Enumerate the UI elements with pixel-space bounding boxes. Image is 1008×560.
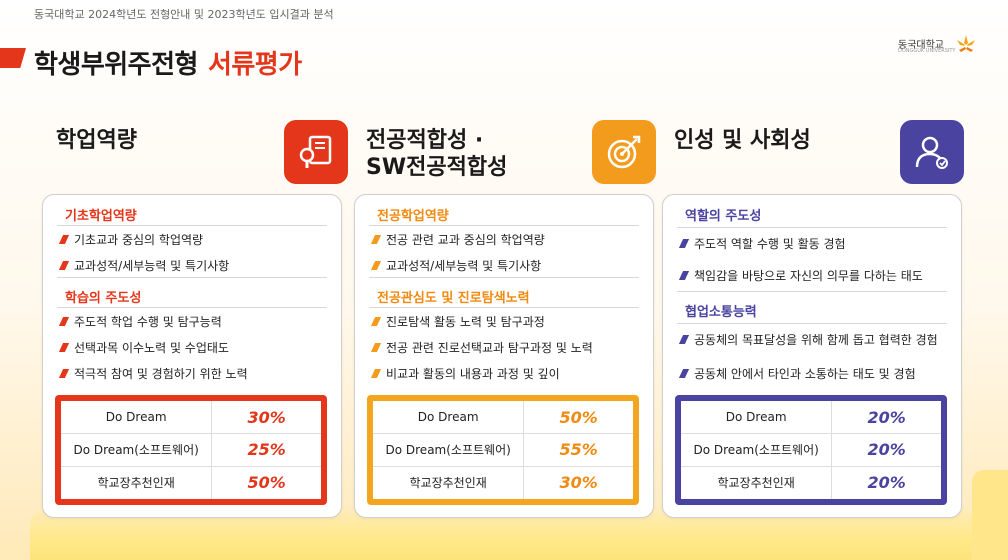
column-heading-major-fit-line1: 전공적합성 · bbox=[366, 128, 484, 153]
rate-value: 20% bbox=[831, 466, 941, 499]
section-divider bbox=[57, 277, 327, 278]
section-divider bbox=[677, 291, 947, 292]
rate-label: Do Dream(소프트웨어) bbox=[373, 433, 524, 467]
table-row: Do Dream 30% bbox=[61, 401, 321, 435]
section-title: 전공학업역량 bbox=[377, 209, 449, 224]
major-fit-icon-box bbox=[592, 120, 656, 184]
list-item: 적극적 참여 및 경험하기 위한 노력 bbox=[58, 365, 248, 382]
table-row: 학교장추천인재 20% bbox=[681, 466, 941, 499]
list-item: 책임감을 바탕으로 자신의 의무를 다하는 태도 bbox=[678, 267, 923, 284]
rate-box-character: Do Dream 20% Do Dream(소프트웨어) 20% 학교장추천인재 20… bbox=[675, 395, 947, 505]
section-title: 기초학업역량 bbox=[65, 209, 137, 224]
list-item: 비교과 활동의 내용과 과정 및 깊이 bbox=[370, 365, 560, 382]
section-divider bbox=[677, 227, 947, 228]
rate-table: Do Dream 50% Do Dream(소프트웨어) 55% 학교장추천인재 30… bbox=[373, 401, 633, 499]
rate-value: 20% bbox=[831, 433, 941, 467]
lotus-logo-icon bbox=[957, 35, 975, 52]
rate-table: Do Dream 20% Do Dream(소프트웨어) 20% 학교장추천인재 20… bbox=[681, 401, 941, 499]
list-item: 주도적 역할 수행 및 활동 경험 bbox=[678, 235, 846, 252]
list-item: 공동체 안에서 타인과 소통하는 태도 및 경험 bbox=[678, 365, 916, 382]
list-item: 선택과목 이수노력 및 수업태도 bbox=[58, 339, 229, 356]
column-heading-major-fit-line2: SW전공적합성 bbox=[366, 155, 508, 180]
rate-label: Do Dream bbox=[373, 401, 524, 435]
rate-value: 55% bbox=[523, 433, 633, 467]
rate-label: 학교장추천인재 bbox=[717, 476, 795, 491]
list-item: 교과성적/세부능력 및 특기사항 bbox=[58, 257, 229, 274]
target-arrow-icon bbox=[607, 135, 641, 169]
table-row: 학교장추천인재 50% bbox=[61, 466, 321, 499]
rate-value: 30% bbox=[523, 466, 633, 499]
section-divider bbox=[369, 225, 639, 226]
academic-icon-box bbox=[284, 120, 348, 184]
logo-text: 동국대학교 bbox=[898, 40, 944, 51]
table-row: Do Dream(소프트웨어) 25% bbox=[61, 433, 321, 467]
rate-label: 학교장추천인재 bbox=[409, 476, 487, 491]
table-row: Do Dream(소프트웨어) 55% bbox=[373, 433, 633, 467]
list-item: 기초교과 중심의 학업역량 bbox=[58, 231, 203, 248]
column-heading-academic: 학업역량 bbox=[56, 128, 137, 153]
card-major-fit: 전공학업역량 전공 관련 교과 중심의 학업역량 교과성적/세부능력 및 특기사… bbox=[354, 194, 654, 518]
rate-value: 50% bbox=[211, 466, 321, 499]
column-heading-major-fit: 전공적합성 · SW전공적합성 bbox=[366, 127, 507, 181]
rate-table: Do Dream 30% Do Dream(소프트웨어) 25% 학교장추천인재 50… bbox=[61, 401, 321, 499]
book-magnifier-icon bbox=[299, 135, 332, 168]
section-title: 전공관심도 및 진로탐색노력 bbox=[377, 291, 530, 306]
title-accent: 서류평가 bbox=[207, 50, 302, 80]
university-logo: 동국대학교 DONGGUK UNIVERSITY bbox=[898, 30, 978, 58]
logo-subtext: DONGGUK UNIVERSITY bbox=[898, 48, 956, 54]
table-row: Do Dream(소프트웨어) 20% bbox=[681, 433, 941, 467]
section-divider bbox=[369, 277, 639, 278]
column-heading-character: 인성 및 사회성 bbox=[674, 128, 811, 153]
rate-value: 50% bbox=[523, 401, 633, 435]
rate-label: Do Dream(소프트웨어) bbox=[61, 433, 212, 467]
section-divider bbox=[57, 307, 327, 308]
page-subtitle: 동국대학교 2024학년도 전형안내 및 2023학년도 입시결과 분석 bbox=[34, 8, 334, 21]
list-item: 공동체의 목표달성을 위해 함께 돕고 협력한 경험 bbox=[678, 331, 938, 348]
rate-value: 20% bbox=[831, 401, 941, 435]
card-academic: 기초학업역량 기초교과 중심의 학업역량 교과성적/세부능력 및 특기사항 학습… bbox=[42, 194, 342, 518]
card-character: 역할의 주도성 주도적 역할 수행 및 활동 경험 책임감을 바탕으로 자신의 … bbox=[662, 194, 962, 518]
rate-label: Do Dream bbox=[61, 401, 212, 435]
rate-label: Do Dream bbox=[681, 401, 832, 435]
rate-box-academic: Do Dream 30% Do Dream(소프트웨어) 25% 학교장추천인재 50… bbox=[55, 395, 327, 505]
list-item: 전공 관련 진로선택교과 탐구과정 및 노력 bbox=[370, 339, 593, 356]
title-main: 학생부위주전형 bbox=[34, 50, 198, 80]
title-accent-bar bbox=[0, 48, 26, 68]
section-divider bbox=[369, 307, 639, 308]
rate-label: Do Dream(소프트웨어) bbox=[681, 433, 832, 467]
rate-value: 30% bbox=[211, 401, 321, 435]
table-row: Do Dream 20% bbox=[681, 401, 941, 435]
section-divider bbox=[57, 225, 327, 226]
section-divider bbox=[677, 323, 947, 324]
list-item: 주도적 학업 수행 및 탐구능력 bbox=[58, 313, 222, 330]
character-icon-box bbox=[900, 120, 964, 184]
side-glow-decoration bbox=[972, 470, 1008, 560]
section-title: 역할의 주도성 bbox=[685, 209, 762, 224]
list-item: 전공 관련 교과 중심의 학업역량 bbox=[370, 231, 545, 248]
section-title: 협업소통능력 bbox=[685, 305, 757, 320]
page-title: 학생부위주전형 서류평가 bbox=[34, 44, 302, 81]
table-row: Do Dream 50% bbox=[373, 401, 633, 435]
section-title: 학습의 주도성 bbox=[65, 291, 142, 306]
rate-label: 학교장추천인재 bbox=[97, 476, 175, 491]
table-row: 학교장추천인재 30% bbox=[373, 466, 633, 499]
list-item: 교과성적/세부능력 및 특기사항 bbox=[370, 257, 541, 274]
rate-box-major-fit: Do Dream 50% Do Dream(소프트웨어) 55% 학교장추천인재 30… bbox=[367, 395, 639, 505]
person-check-icon bbox=[915, 136, 948, 169]
rate-value: 25% bbox=[211, 433, 321, 467]
list-item: 진로탐색 활동 노력 및 탐구과정 bbox=[370, 313, 545, 330]
